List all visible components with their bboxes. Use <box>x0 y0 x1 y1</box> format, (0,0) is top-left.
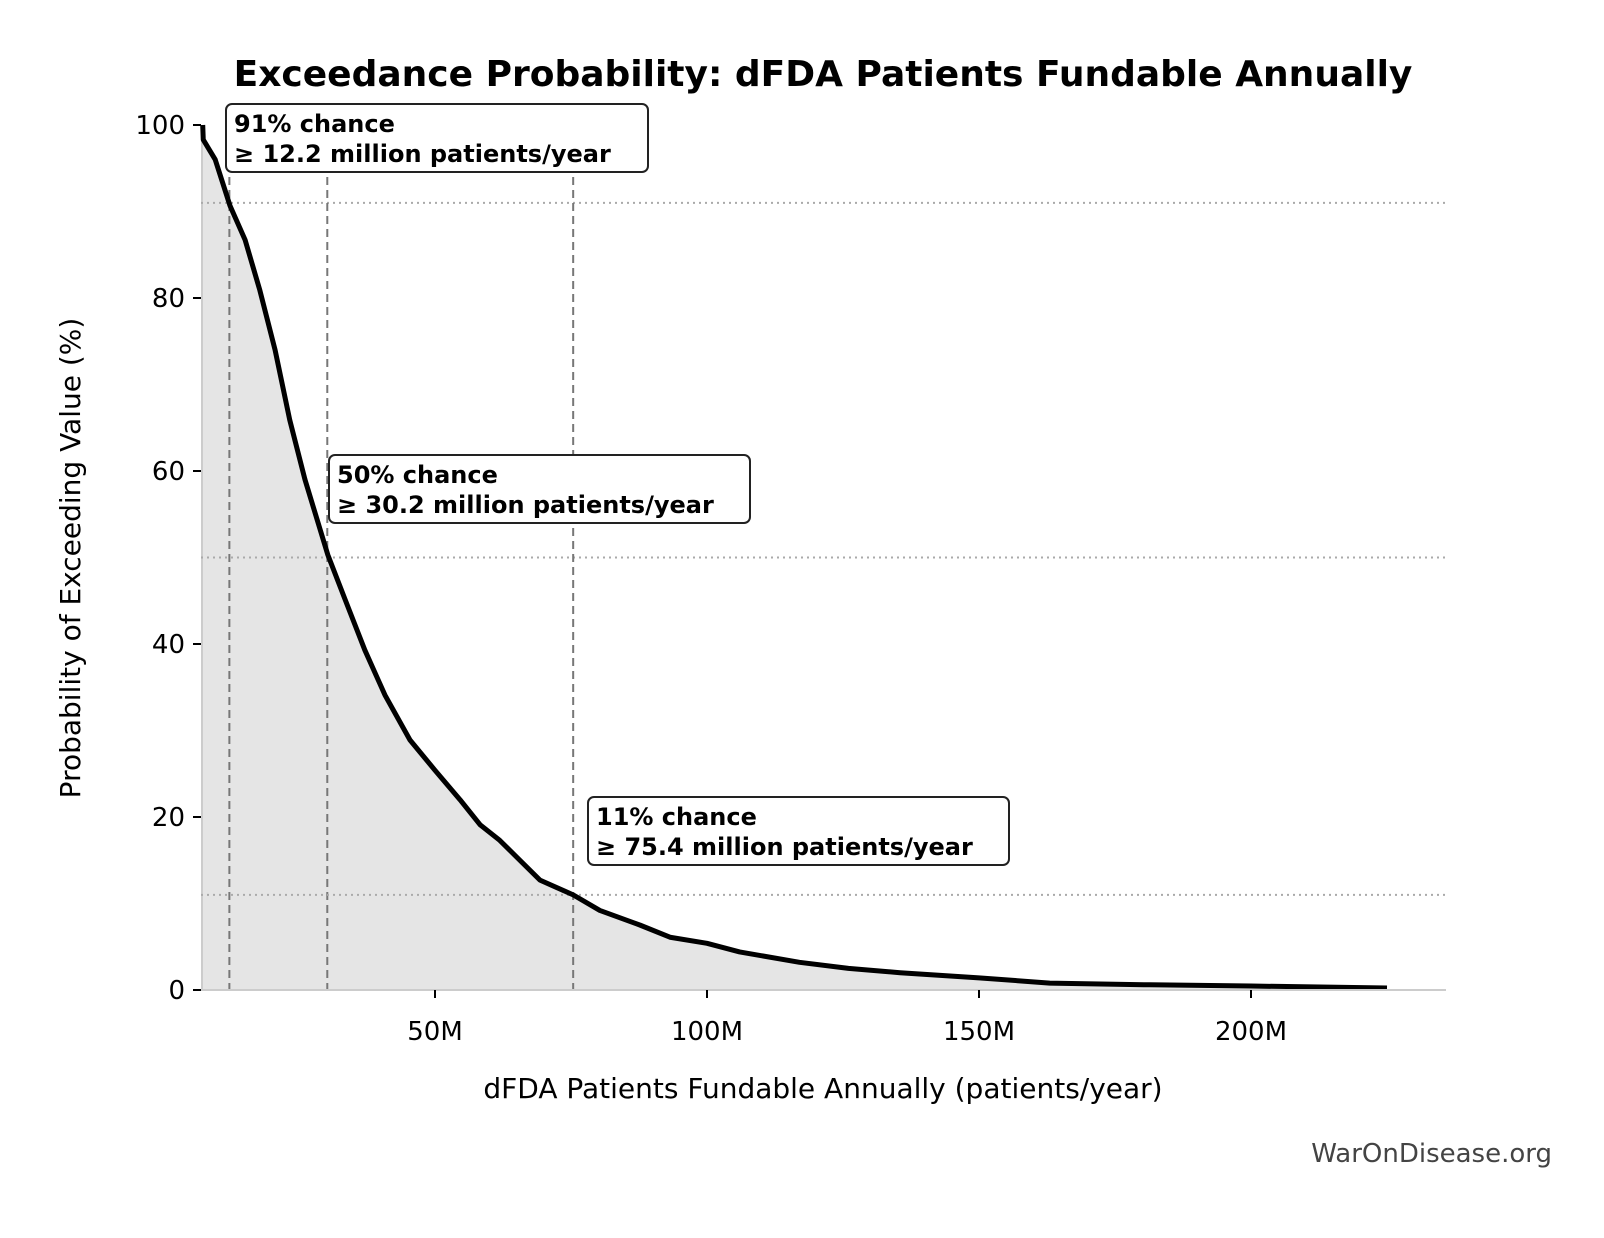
area-fill <box>202 125 1387 990</box>
x-tick-label: 200M <box>1215 1017 1287 1047</box>
watermark: WarOnDisease.org <box>1311 1139 1552 1169</box>
annotation-line-1: 50% chance <box>337 461 498 489</box>
annotation-box-3: 11% chance≥ 75.4 million patients/year <box>587 796 1010 866</box>
annotation-line-1: 91% chance <box>234 110 395 138</box>
x-tick-label: 150M <box>943 1017 1015 1047</box>
y-axis-label: Probability of Exceeding Value (%) <box>54 318 87 799</box>
annotation-frame <box>328 454 751 524</box>
annotation-line-2: ≥ 12.2 million patients/year <box>234 140 611 168</box>
y-tick-label: 40 <box>152 630 185 660</box>
y-tick-label: 80 <box>152 284 185 314</box>
x-tick-label: 50M <box>407 1017 463 1047</box>
exceedance-curve <box>200 124 1388 991</box>
x-tick-label: 100M <box>671 1017 743 1047</box>
chart-title: Exceedance Probability: dFDA Patients Fu… <box>234 54 1413 95</box>
annotation-box-2: 50% chance≥ 30.2 million patients/year <box>328 454 751 524</box>
x-axis-label: dFDA Patients Fundable Annually (patient… <box>483 1072 1162 1105</box>
annotation-frame <box>225 103 649 173</box>
y-tick-label: 100 <box>135 111 185 141</box>
annotation-box-1: 91% chance≥ 12.2 million patients/year <box>225 103 649 173</box>
y-tick-label: 20 <box>152 803 185 833</box>
y-tick-label: 60 <box>152 457 185 487</box>
annotation-line-1: 11% chance <box>596 803 757 831</box>
annotation-line-2: ≥ 75.4 million patients/year <box>596 833 973 861</box>
annotation-frame <box>587 796 1010 866</box>
annotation-line-2: ≥ 30.2 million patients/year <box>337 491 714 519</box>
y-tick-label: 0 <box>168 976 185 1006</box>
